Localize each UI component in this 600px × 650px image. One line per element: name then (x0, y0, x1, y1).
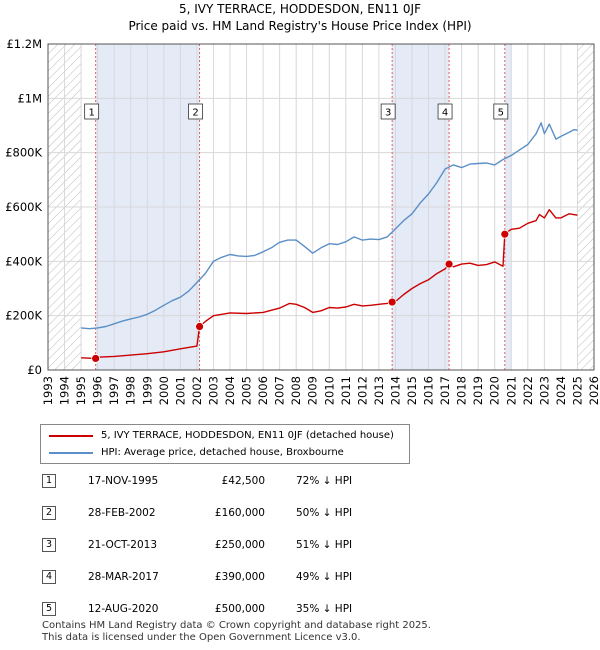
sale-hpi-diff: 51% ↓ HPI (296, 539, 353, 551)
x-tick-label: 2010 (322, 376, 336, 405)
series-line (81, 122, 578, 330)
x-tick-label: 2023 (537, 376, 551, 405)
x-tick-label: 2005 (240, 376, 254, 405)
footer-line: Contains HM Land Registry data © Crown c… (42, 620, 431, 631)
sale-price: £390,000 (214, 571, 265, 583)
x-tick-label: 2011 (339, 376, 353, 405)
y-tick-label: £1.2M (6, 37, 42, 51)
x-tick-label: 1999 (140, 376, 154, 405)
x-tick-label: 2018 (455, 376, 469, 405)
sale-marker (387, 297, 397, 307)
x-tick-label: 2013 (372, 376, 386, 405)
chart-title-line2: Price paid vs. HM Land Registry's House … (128, 19, 471, 33)
y-tick-label: £400K (5, 254, 42, 268)
chart-title-line1: 5, IVY TERRACE, HODDESDON, EN11 0JF (179, 2, 421, 16)
x-tick-label: 2020 (488, 376, 502, 405)
footer-line: This data is licensed under the Open Gov… (42, 632, 361, 643)
legend-swatch-blue (49, 452, 93, 454)
sale-marker (91, 354, 101, 363)
event-label: 3 (385, 108, 391, 119)
x-tick-label: 2000 (157, 376, 171, 405)
sale-price: £250,000 (214, 539, 265, 551)
chart-legend: 5, IVY TERRACE, HODDESDON, EN11 0JF (det… (40, 424, 410, 464)
sale-hpi-diff: 50% ↓ HPI (296, 507, 353, 519)
x-tick-label: 2004 (223, 376, 237, 405)
sale-number-badge: 5 (42, 602, 56, 616)
sale-date: 12-AUG-2020 (88, 603, 159, 615)
x-tick-label: 2003 (206, 376, 220, 405)
sale-hpi-diff: 72% ↓ HPI (296, 475, 353, 487)
sale-date: 17-NOV-1995 (88, 475, 159, 487)
y-tick-label: £1M (17, 91, 42, 105)
x-tick-label: 2025 (570, 376, 584, 405)
event-label-box (188, 103, 203, 120)
sale-marker (444, 259, 454, 269)
sale-price: £42,500 (221, 475, 265, 487)
event-label-box (84, 103, 100, 120)
series-line (81, 208, 578, 360)
x-tick-label: 1995 (74, 376, 88, 405)
x-tick-label: 2007 (273, 376, 287, 405)
x-tick-label: 1993 (41, 376, 55, 405)
table-row: 1 17-NOV-1995 £42,500 72% ↓ HPI (0, 468, 600, 496)
x-tick-label: 2014 (388, 376, 402, 405)
event-label: 4 (442, 108, 448, 119)
x-tick-label: 2016 (422, 376, 436, 405)
sale-number-badge: 1 (42, 474, 56, 488)
event-label: 5 (498, 108, 504, 119)
x-tick-label: 1998 (124, 376, 138, 405)
x-tick-label: 1997 (107, 376, 121, 405)
x-tick-label: 2019 (471, 376, 485, 405)
x-tick-label: 2002 (190, 376, 204, 405)
x-tick-label: 2015 (405, 376, 419, 405)
table-row: 5 12-AUG-2020 £500,000 35% ↓ HPI (0, 596, 600, 624)
sale-price: £160,000 (214, 507, 265, 519)
x-tick-label: 1994 (58, 376, 72, 405)
event-label-box (493, 103, 509, 120)
legend-item-hpi: HPI: Average price, detached house, Brox… (49, 445, 409, 461)
table-row: 3 21-OCT-2013 £250,000 51% ↓ HPI (0, 532, 600, 560)
y-tick-label: £0 (27, 363, 42, 377)
event-label: 2 (192, 108, 198, 119)
y-tick-label: £800K (5, 146, 42, 160)
event-label-box (380, 103, 396, 120)
sale-number-badge: 4 (42, 570, 56, 584)
table-row: 4 28-MAR-2017 £390,000 49% ↓ HPI (0, 564, 600, 592)
sale-hpi-diff: 49% ↓ HPI (296, 571, 353, 583)
sale-marker (195, 322, 204, 331)
legend-swatch-red (49, 435, 93, 437)
sale-hpi-diff: 35% ↓ HPI (296, 603, 353, 615)
x-tick-label: 2022 (521, 376, 535, 405)
sale-date: 28-FEB-2002 (88, 507, 156, 519)
x-tick-label: 2026 (587, 376, 600, 405)
y-tick-label: £200K (5, 309, 42, 323)
x-tick-label: 2006 (256, 376, 270, 405)
plot-border (47, 43, 595, 371)
sale-date: 21-OCT-2013 (88, 539, 157, 551)
sale-date: 28-MAR-2017 (88, 571, 159, 583)
legend-label: HPI: Average price, detached house, Brox… (101, 447, 344, 458)
x-tick-label: 2001 (173, 376, 187, 405)
legend-item-property: 5, IVY TERRACE, HODDESDON, EN11 0JF (det… (49, 428, 409, 444)
event-label: 1 (88, 108, 94, 119)
price-chart: 5, IVY TERRACE, HODDESDON, EN11 0JF Pric… (5, 2, 600, 405)
x-tick-label: 2012 (355, 376, 369, 405)
sale-number-badge: 3 (42, 538, 56, 552)
event-label-box (437, 103, 453, 120)
legend-label: 5, IVY TERRACE, HODDESDON, EN11 0JF (det… (101, 430, 394, 441)
sale-number-badge: 2 (42, 506, 56, 520)
footer-attribution: Contains HM Land Registry data © Crown c… (42, 620, 431, 644)
table-row: 2 28-FEB-2002 £160,000 50% ↓ HPI (0, 500, 600, 528)
y-tick-label: £600K (5, 200, 42, 214)
x-tick-label: 2008 (289, 376, 303, 405)
sale-price: £500,000 (214, 603, 265, 615)
x-tick-label: 2017 (438, 376, 452, 405)
x-tick-label: 2021 (504, 376, 518, 405)
x-tick-label: 2009 (306, 376, 320, 405)
sale-marker (500, 229, 510, 239)
x-tick-label: 2024 (554, 376, 568, 405)
x-tick-label: 1996 (91, 376, 105, 405)
